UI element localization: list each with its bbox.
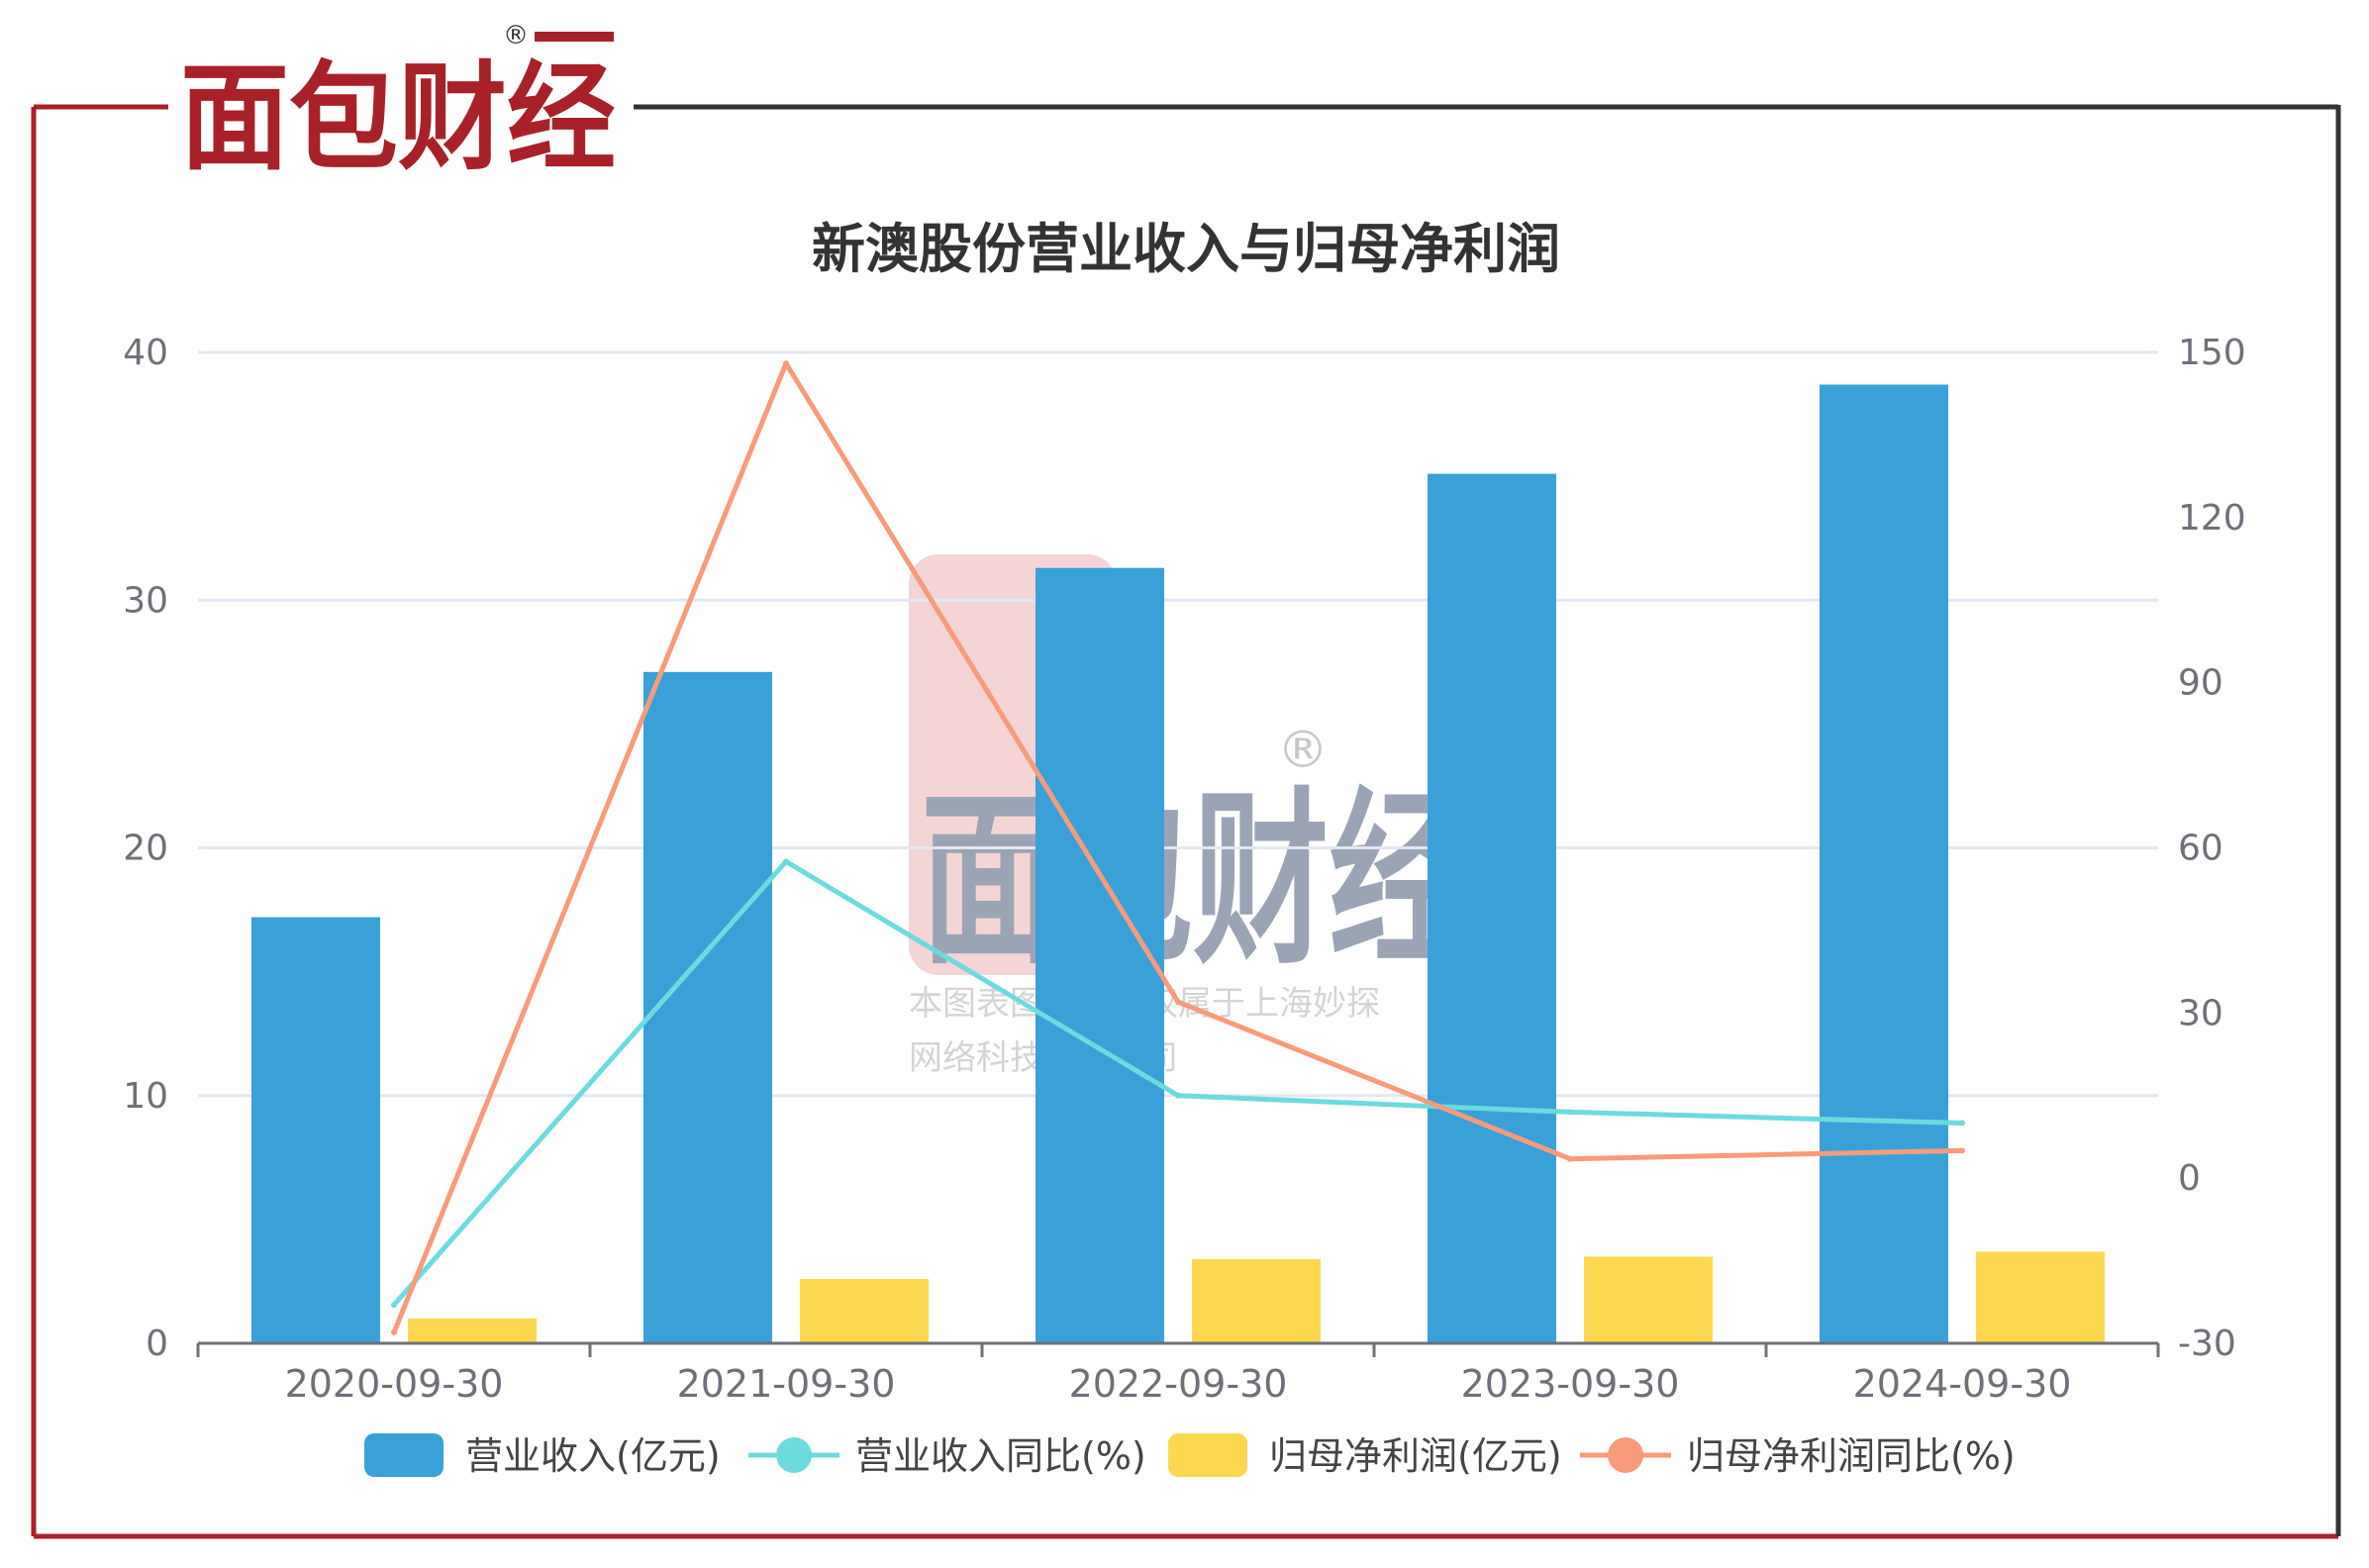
y-left-tick-label: 40 [123, 333, 168, 373]
line-point [1567, 1109, 1573, 1116]
x-tick-label: 2021-09-30 [677, 1362, 896, 1406]
line-point [1175, 999, 1181, 1006]
registered-mark: ® [503, 21, 529, 50]
legend-label: 归母净利润(亿元) [1269, 1434, 1562, 1478]
bar [800, 1278, 929, 1343]
y-right-tick-label: -30 [2178, 1323, 2236, 1364]
axes [196, 1341, 2160, 1357]
legend-item[interactable]: 营业收入(亿元) [364, 1433, 721, 1478]
x-tick-label: 2023-09-30 [1461, 1362, 1680, 1406]
bars [251, 384, 2105, 1344]
line-point [1567, 1155, 1573, 1162]
x-tick-label: 2022-09-30 [1069, 1362, 1288, 1406]
legend-label: 营业收入(亿元) [465, 1434, 721, 1478]
watermark-text: 面包财经 [921, 771, 1465, 990]
bar [408, 1318, 537, 1343]
bar [1428, 473, 1556, 1343]
y-right-tick-label: 0 [2178, 1158, 2201, 1199]
y-right-tick-label: 30 [2178, 993, 2223, 1033]
legend-marker [1608, 1437, 1643, 1473]
y-left-tick-label: 0 [146, 1323, 168, 1364]
y-right-tick-label: 60 [2178, 829, 2223, 869]
line-point [391, 1302, 397, 1309]
bar [1192, 1258, 1321, 1343]
legend-item[interactable]: 归母净利润(亿元) [1168, 1433, 1562, 1478]
line-point [391, 1328, 397, 1335]
lines [391, 360, 1965, 1335]
legend-swatch [1168, 1433, 1247, 1477]
line-point [1959, 1120, 1965, 1127]
y-right-tick-label: 150 [2178, 333, 2246, 373]
legend-marker [776, 1437, 812, 1473]
legend-label: 营业收入同比(%) [855, 1434, 1146, 1478]
bar [643, 671, 772, 1343]
y-left-tick-label: 10 [123, 1076, 168, 1117]
legend-label: 归母净利润同比(%) [1687, 1434, 2016, 1478]
legend-item[interactable]: 营业收入同比(%) [748, 1434, 1146, 1478]
legend[interactable]: 营业收入(亿元) 营业收入同比(%) 归母净利润(亿元) 归母净利润同比(%) [364, 1433, 2016, 1478]
legend-item[interactable]: 归母净利润同比(%) [1580, 1434, 2016, 1478]
logo-text: 面包财经 [180, 49, 616, 186]
tick-labels: 0 10 20 30 40 -30 0 30 60 90 120 150 2020-09-30 2021-… [123, 333, 2246, 1406]
line-point [783, 858, 789, 865]
bar [1976, 1251, 2105, 1343]
brand-logo: 面包财经 ® [180, 21, 616, 186]
bar [1820, 384, 1948, 1344]
watermark: 面包财经 ® 本图表图片著作权属于上海妙探 网络科技有限公司 [909, 554, 1465, 1078]
x-tick-label: 2020-09-30 [285, 1362, 504, 1406]
y-left-tick-label: 20 [123, 829, 168, 869]
x-tick-label: 2024-09-30 [1853, 1362, 2072, 1406]
bar [251, 917, 380, 1343]
chart-title: 新澳股份营业收入与归母净利润 [812, 218, 1560, 280]
y-right-tick-label: 120 [2178, 498, 2246, 539]
bar [1036, 567, 1164, 1343]
line-point [1959, 1147, 1965, 1154]
y-left-tick-label: 30 [123, 580, 168, 621]
legend-swatch [364, 1433, 444, 1477]
bar [1584, 1256, 1713, 1343]
line-point [1175, 1092, 1181, 1099]
watermark-registered: ® [1277, 721, 1329, 780]
line-point [783, 360, 789, 367]
y-right-tick-label: 90 [2178, 663, 2223, 704]
